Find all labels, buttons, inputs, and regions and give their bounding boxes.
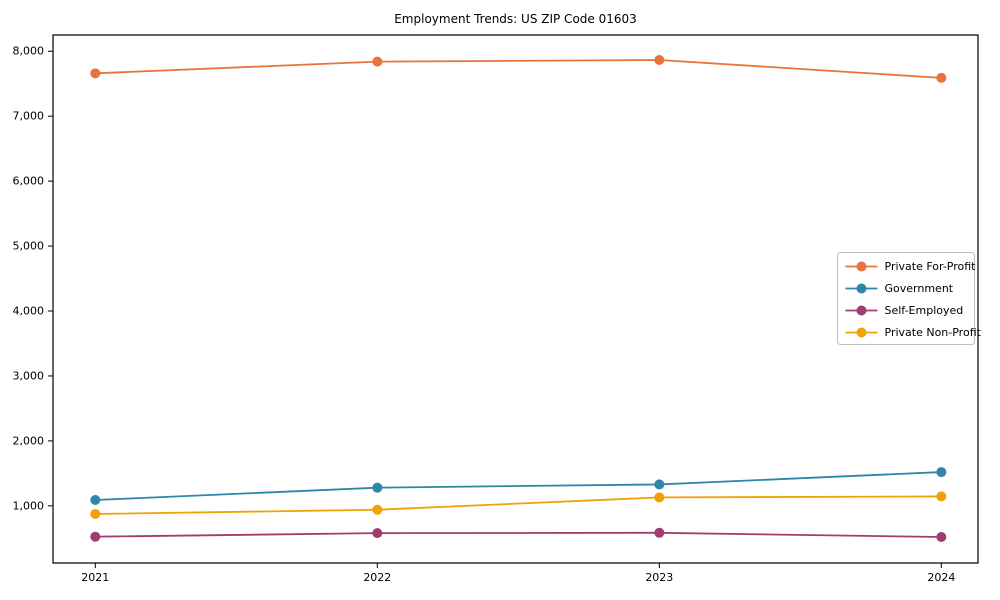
data-point-marker bbox=[372, 504, 383, 515]
series-line-private-for-profit bbox=[94, 59, 943, 79]
legend-marker bbox=[856, 261, 867, 272]
x-tick-label: 2022 bbox=[363, 571, 391, 584]
series-line-self-employed bbox=[94, 531, 943, 538]
x-tick-label: 2021 bbox=[81, 571, 109, 584]
y-axis: 1,000 2,000 3,000 4,000 5,000 6,000 7,000 8,000 bbox=[13, 45, 53, 512]
data-point-marker bbox=[372, 528, 383, 539]
legend-marker bbox=[856, 305, 867, 316]
legend-label: Private For-Profit bbox=[885, 260, 977, 273]
plot-series bbox=[90, 55, 947, 543]
y-tick-label: 8,000 bbox=[13, 45, 45, 58]
data-point-marker bbox=[936, 72, 947, 83]
data-point-marker bbox=[654, 479, 665, 490]
legend-marker bbox=[856, 283, 867, 294]
data-point-marker bbox=[936, 532, 947, 543]
y-tick-label: 1,000 bbox=[13, 499, 45, 512]
x-tick-label: 2023 bbox=[645, 571, 673, 584]
data-point-marker bbox=[936, 491, 947, 502]
x-axis: 2021 2022 2023 2024 bbox=[81, 563, 955, 584]
data-point-marker bbox=[654, 527, 665, 538]
legend-label: Private Non-Profit bbox=[885, 326, 982, 339]
y-tick-label: 4,000 bbox=[13, 305, 45, 318]
y-tick-label: 2,000 bbox=[13, 434, 45, 447]
y-tick-label: 6,000 bbox=[13, 175, 45, 188]
data-point-marker bbox=[936, 467, 947, 478]
y-tick-label: 3,000 bbox=[13, 369, 45, 382]
y-tick-label: 7,000 bbox=[13, 110, 45, 123]
series-line-government bbox=[94, 471, 943, 501]
legend-marker bbox=[856, 327, 867, 338]
data-point-marker bbox=[90, 495, 101, 506]
data-point-marker bbox=[90, 531, 101, 542]
y-tick-label: 5,000 bbox=[13, 240, 45, 253]
plot-frame bbox=[52, 34, 979, 564]
data-point-marker bbox=[372, 56, 383, 67]
series-line-private-non-profit bbox=[94, 495, 943, 515]
data-point-marker bbox=[372, 482, 383, 493]
x-tick-label: 2024 bbox=[927, 571, 955, 584]
legend: Private For-Profit Government Self-Employe… bbox=[837, 252, 982, 345]
legend-label: Government bbox=[885, 282, 954, 295]
data-point-marker bbox=[654, 55, 665, 66]
data-point-marker bbox=[90, 68, 101, 79]
chart-title: Employment Trends: US ZIP Code 01603 bbox=[394, 12, 637, 26]
legend-label: Self-Employed bbox=[885, 304, 964, 317]
legend-box bbox=[837, 252, 975, 345]
data-point-marker bbox=[90, 508, 101, 519]
data-point-marker bbox=[654, 492, 665, 503]
